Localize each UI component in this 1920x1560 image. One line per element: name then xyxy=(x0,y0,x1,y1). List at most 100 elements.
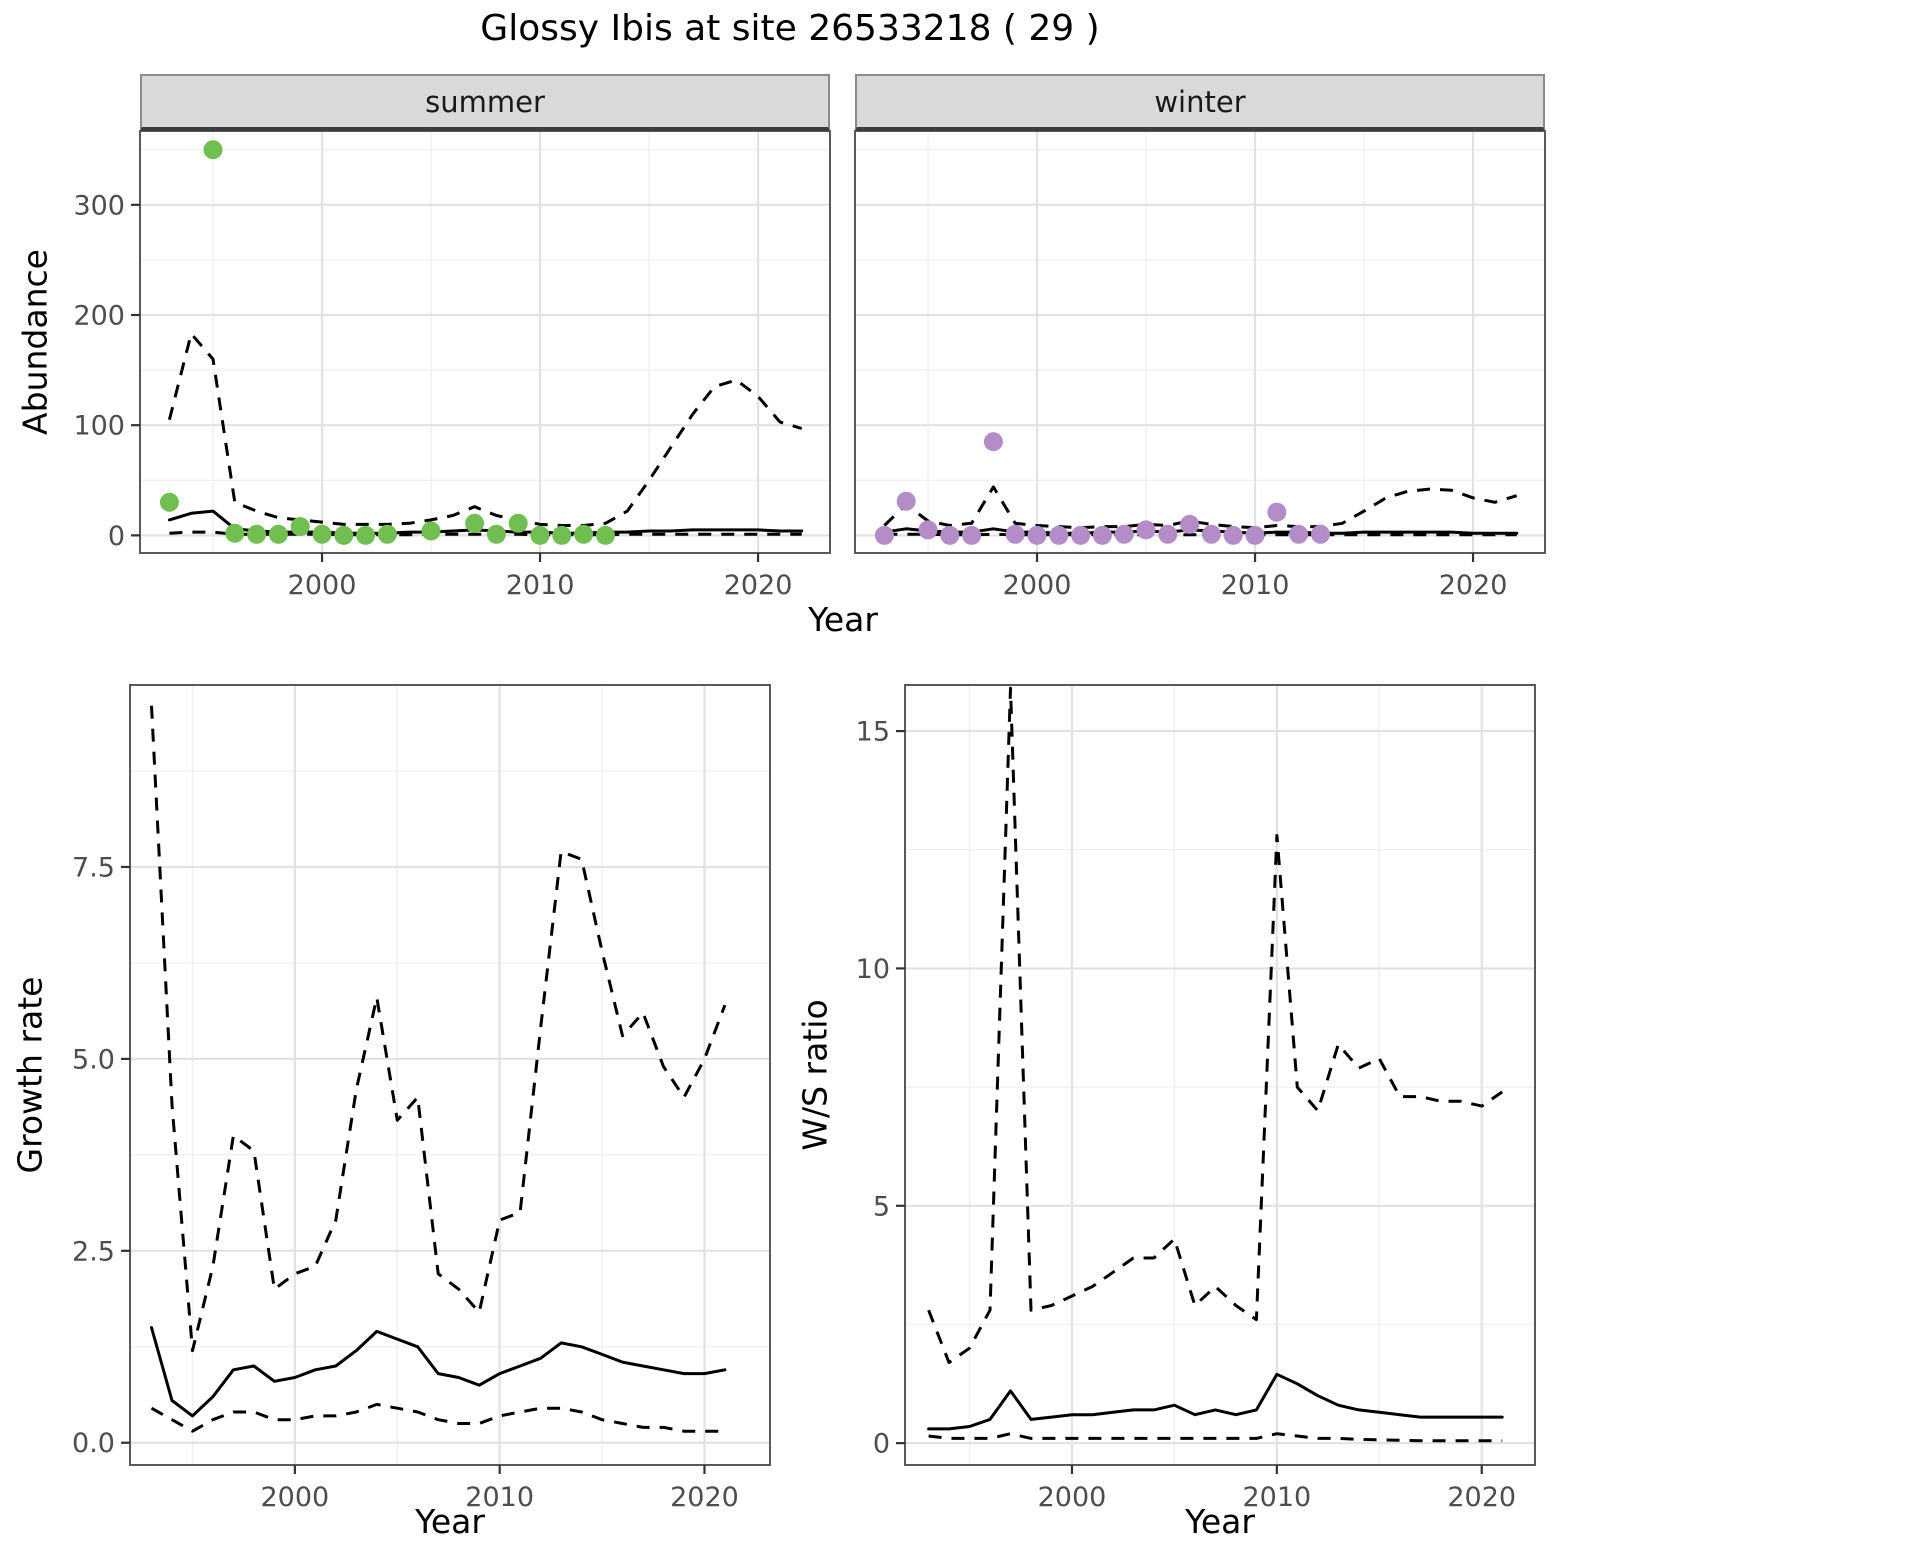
observation-point xyxy=(1005,524,1025,544)
series-abundance-winter xyxy=(874,432,1519,545)
x-tick-label: 2000 xyxy=(288,570,357,601)
observation-point xyxy=(1245,525,1265,545)
observation-point xyxy=(159,492,179,512)
observation-point xyxy=(377,524,397,544)
panel-border xyxy=(854,130,1546,554)
fit-line xyxy=(882,527,1519,535)
observation-points xyxy=(159,140,615,545)
observation-point xyxy=(334,525,354,545)
observation-point xyxy=(290,517,310,537)
y-tick-label: 200 xyxy=(73,301,125,332)
facet-strip-summer-label: summer xyxy=(425,84,545,119)
fit-line xyxy=(927,1372,1504,1431)
x-tick-label: 2010 xyxy=(1242,1482,1311,1513)
observation-point xyxy=(874,525,894,545)
panel-border xyxy=(904,684,1536,1466)
ws-x-axis-title: Year xyxy=(1185,1502,1255,1541)
observation-point xyxy=(203,140,223,160)
upper-ci-line xyxy=(150,705,727,1353)
facet-strip-summer: summer xyxy=(140,74,830,131)
x-tick-label: 2010 xyxy=(506,570,575,601)
x-tick-label: 2000 xyxy=(261,1482,330,1513)
growth-x-axis-title: Year xyxy=(415,1502,485,1541)
observation-point xyxy=(552,525,572,545)
y-tick-label: 15 xyxy=(856,717,890,748)
observation-point xyxy=(1092,525,1112,545)
ws-y-axis-title: W/S ratio xyxy=(795,999,835,1151)
panel-background xyxy=(130,685,770,1465)
observation-point xyxy=(596,525,615,545)
observation-point xyxy=(1136,520,1156,540)
y-tick-label: 2.5 xyxy=(72,1236,115,1267)
observation-point xyxy=(465,513,485,533)
observation-point xyxy=(1158,524,1178,544)
panel-border xyxy=(129,684,771,1466)
abundance-x-axis-title: Year xyxy=(808,600,878,639)
observation-point xyxy=(1049,525,1069,545)
panel-border xyxy=(139,130,831,554)
y-tick-label: 10 xyxy=(856,954,890,985)
panel-ws-ratio: 2000 2010 2020 0 5 10 15 xyxy=(856,684,1536,1513)
observation-point xyxy=(1289,524,1309,544)
upper-ci-line xyxy=(927,686,1504,1364)
x-tick-label: 2020 xyxy=(1447,1482,1516,1513)
observation-point xyxy=(940,525,960,545)
observation-point xyxy=(268,524,288,544)
x-tick-label: 2020 xyxy=(670,1482,739,1513)
y-tick-label: 5.0 xyxy=(72,1044,115,1075)
observation-point xyxy=(225,523,245,543)
observation-point xyxy=(530,525,550,545)
lower-ci-line xyxy=(928,1432,1503,1443)
observation-point xyxy=(983,432,1003,452)
observation-point xyxy=(312,524,332,544)
x-tick-label: 2010 xyxy=(1221,570,1290,601)
panel-background xyxy=(855,131,1545,553)
growth-y-axis-title: Growth rate xyxy=(10,976,50,1174)
upper-ci-line xyxy=(167,332,803,527)
panel-background xyxy=(140,131,830,553)
observation-point xyxy=(1223,525,1243,545)
observation-point xyxy=(1311,524,1330,544)
observation-point xyxy=(421,521,441,541)
panel-abundance-summer: 2000 2010 2020 0 100 200 300 xyxy=(73,130,831,601)
panel-abundance-winter: 2000 2010 2020 xyxy=(854,130,1546,601)
y-tick-label: 5 xyxy=(873,1191,890,1222)
observation-point xyxy=(918,520,938,540)
chart-title: Glossy Ibis at site 26533218 ( 29 ) xyxy=(480,8,1100,49)
upper-ci-line xyxy=(883,485,1518,530)
series-abundance-summer xyxy=(159,140,804,545)
fit-line xyxy=(150,1326,727,1418)
lower-ci-line xyxy=(150,1402,725,1433)
series-growth-rate xyxy=(150,705,727,1433)
observation-point xyxy=(508,513,528,533)
observation-point xyxy=(1027,525,1047,545)
facet-strip-winter-label: winter xyxy=(1154,84,1246,119)
x-tick-label: 2000 xyxy=(1003,570,1072,601)
observation-point xyxy=(356,525,376,545)
y-tick-label: 0 xyxy=(108,521,125,552)
y-tick-label: 100 xyxy=(73,411,125,442)
observation-points xyxy=(874,432,1330,545)
observation-point xyxy=(1201,524,1221,544)
y-tick-label: 0 xyxy=(873,1429,890,1460)
observation-point xyxy=(486,524,506,544)
observation-point xyxy=(962,525,982,545)
x-tick-label: 2020 xyxy=(724,570,793,601)
observation-point xyxy=(1114,524,1134,544)
series-ws-ratio xyxy=(927,686,1504,1443)
observation-point xyxy=(247,524,267,544)
y-tick-label: 0.0 xyxy=(72,1428,115,1459)
y-tick-label: 300 xyxy=(73,190,125,221)
observation-point xyxy=(1180,514,1200,534)
x-tick-label: 2020 xyxy=(1439,570,1508,601)
panel-growth-rate: 2000 2010 2020 0.0 2.5 5.0 7.5 xyxy=(72,684,771,1513)
observation-point xyxy=(1071,525,1091,545)
observation-point xyxy=(1267,502,1287,522)
abundance-y-axis-title: Abundance xyxy=(15,249,55,435)
observation-point xyxy=(574,524,594,544)
x-tick-label: 2000 xyxy=(1038,1482,1107,1513)
panel-background xyxy=(905,685,1535,1465)
x-tick-label: 2010 xyxy=(465,1482,534,1513)
